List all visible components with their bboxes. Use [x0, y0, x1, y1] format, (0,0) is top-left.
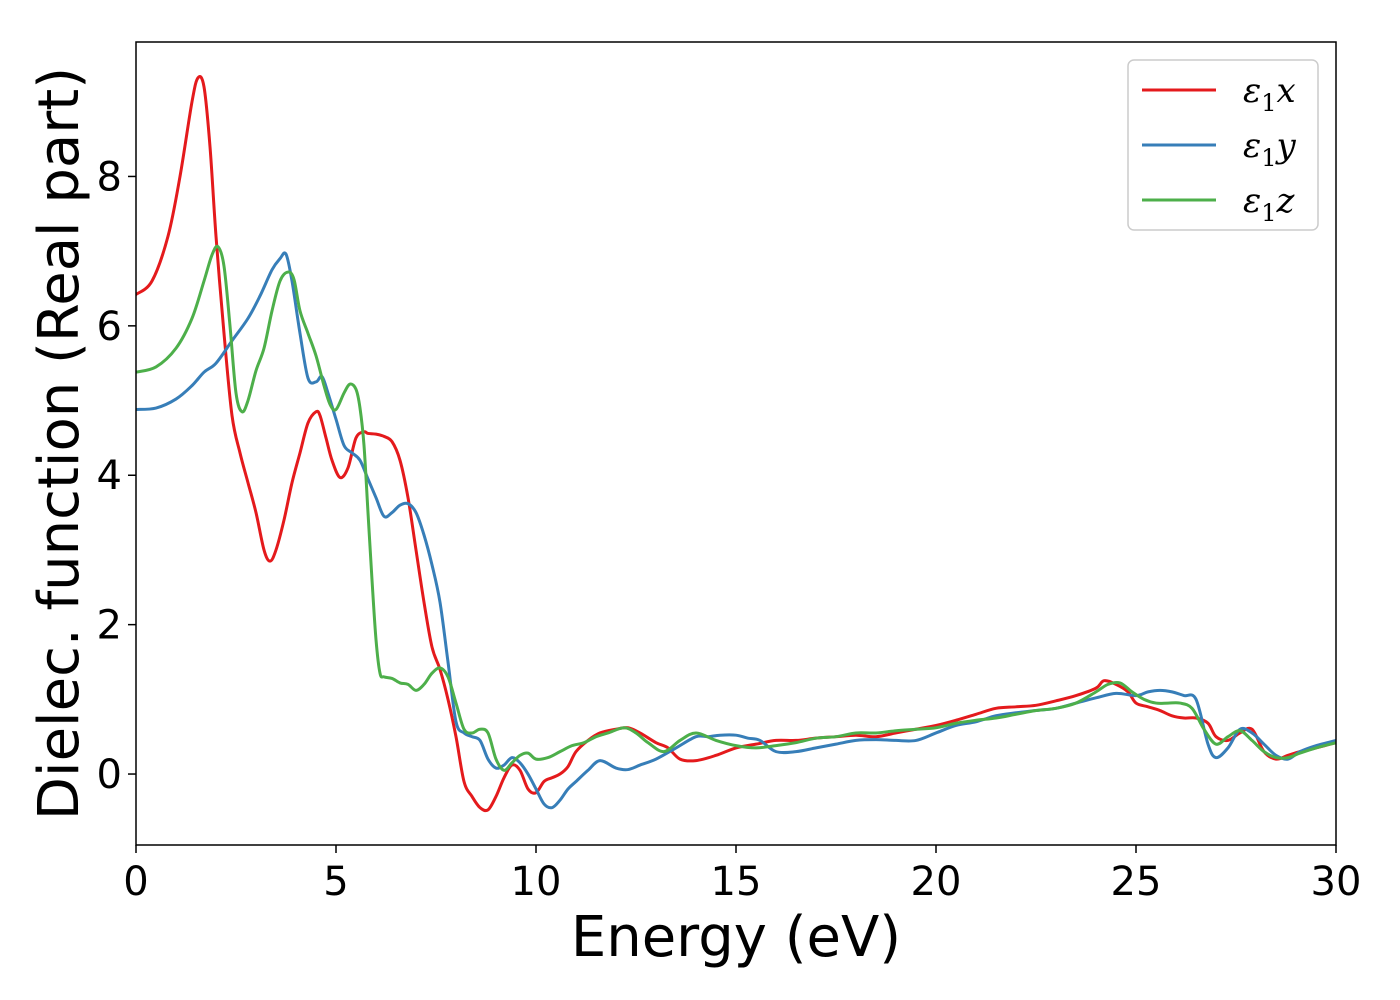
legend-box	[1127, 59, 1319, 231]
x-tick-label: 10	[511, 859, 562, 905]
x-tick-label: 0	[123, 859, 148, 905]
series-line-y	[136, 251, 1336, 810]
legend-label-z: ε1z	[1243, 181, 1296, 227]
series-line-x	[136, 75, 1336, 813]
y-tick-label: 6	[97, 304, 122, 350]
y-tick-label: 2	[97, 603, 122, 649]
y-tick-label: 8	[97, 154, 122, 200]
x-tick-label: 20	[911, 859, 962, 905]
x-tick-label: 5	[323, 859, 348, 905]
x-axis-title: Energy (eV)	[571, 905, 901, 970]
legend-label-y: ε1y	[1243, 126, 1297, 172]
y-tick-label: 0	[97, 752, 122, 798]
legend-label-x: ε1x	[1243, 71, 1296, 117]
axes-layer: 0 5 10 15 20 25 30 0 2 4 6 8 Energy (eV) Dielec. func…	[27, 41, 1362, 970]
series-line-z	[136, 244, 1336, 772]
x-tick-label: 15	[711, 859, 762, 905]
x-tick-label: 25	[1111, 859, 1162, 905]
y-tick-label: 4	[97, 453, 122, 499]
y-axis-title: Dielec. function (Real part)	[27, 67, 92, 820]
legend: ε1x ε1y ε1z	[1127, 59, 1319, 231]
x-tick-label: 30	[1311, 859, 1362, 905]
series-layer	[136, 75, 1336, 813]
